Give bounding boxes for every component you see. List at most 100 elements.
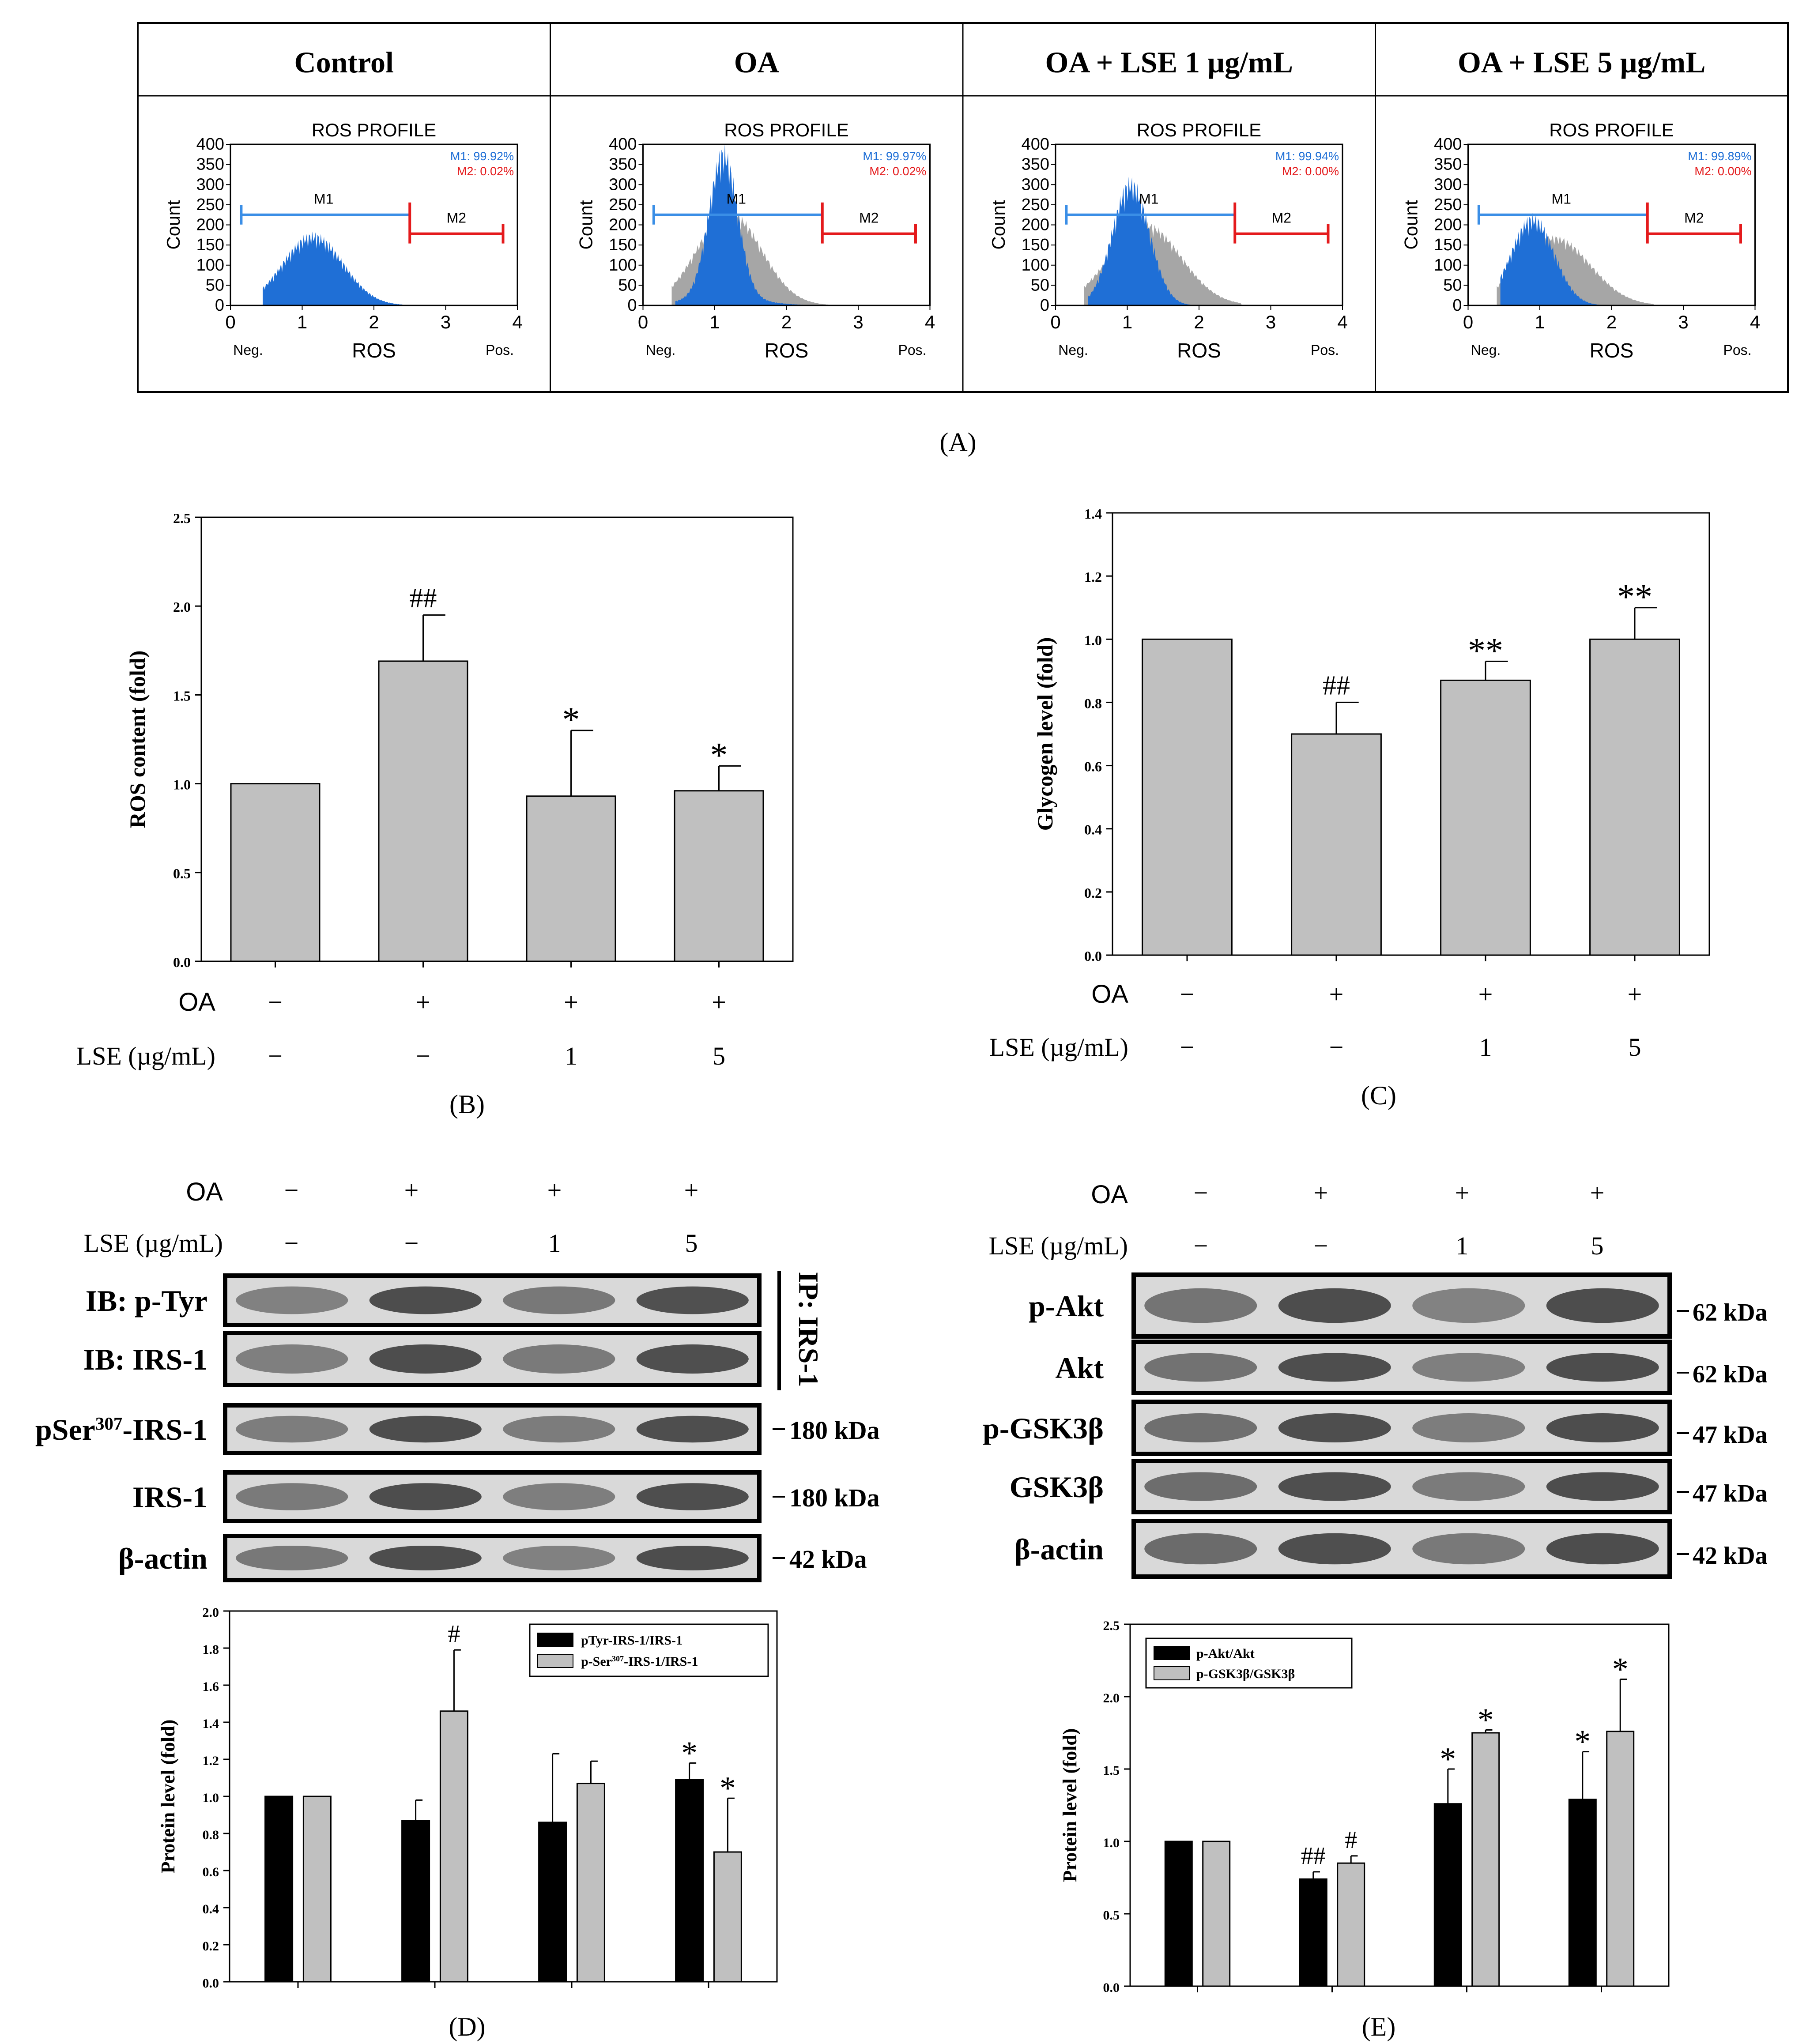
blot-d-row-2-band-0: [236, 1415, 348, 1443]
histogram-x-tick-label: 2: [1194, 312, 1204, 332]
bar-2: [526, 795, 616, 962]
blot-d-row-3-band-1: [369, 1483, 482, 1510]
significance-mark: #: [1345, 1826, 1357, 1854]
histogram-blue-area: [1500, 213, 1640, 305]
blot-e-row-3-band-0: [1144, 1472, 1257, 1501]
bar-3: [674, 790, 764, 962]
y-tick-label: 0.4: [1084, 822, 1102, 838]
legend-d-label-1: p-Ser307-IRS-1/IRS-1: [581, 1654, 698, 1669]
bar-s1-1: [1337, 1862, 1365, 1987]
oa-row-label: OA: [186, 1178, 223, 1206]
blot-e-row-3-band-1: [1278, 1472, 1391, 1501]
blot-d-row-3-band-0: [236, 1483, 348, 1510]
blot-e-row-0-band-2: [1412, 1288, 1525, 1323]
blot-e-row-4-band-2: [1412, 1533, 1525, 1565]
bar-s0-1: [1299, 1878, 1327, 1987]
histogram-neg-label: Neg.: [1058, 342, 1088, 358]
oa-sign-1: +: [404, 1176, 419, 1205]
histogram-y-tick-label: 300: [196, 175, 224, 194]
oa-sign-3: +: [684, 1176, 699, 1205]
lse-value-3: 5: [713, 1042, 725, 1070]
blot-e-label-3: GSK3β: [1010, 1470, 1104, 1504]
blot-e-kda-3: 47 kDa: [1693, 1480, 1768, 1507]
blot-e-row-2-band-1: [1278, 1413, 1391, 1443]
histogram-y-tick-label: 250: [1434, 196, 1462, 214]
histogram-m2-stat: M2: 0.00%: [1694, 165, 1751, 178]
histogram-x-tick-label: 0: [225, 312, 235, 332]
y-tick-label: 1.6: [203, 1679, 219, 1694]
y-tick-label: 2.0: [173, 599, 191, 615]
blot-e-row-2-band-2: [1412, 1413, 1525, 1443]
histogram-m2-stat: M2: 0.02%: [869, 165, 926, 178]
y-axis-label: ROS content (fold): [125, 651, 150, 828]
blot-e-row-4-band-1: [1278, 1533, 1391, 1565]
histogram-x-tick-label: 2: [1606, 312, 1617, 332]
significance-mark: *: [710, 736, 728, 775]
gate-m2-label: M2: [1272, 210, 1291, 226]
blot-d-row-1-band-0: [236, 1344, 348, 1374]
blot-d-label-2: pSer307-IRS-1: [35, 1413, 207, 1446]
histogram-y-tick-label: 100: [609, 256, 637, 275]
histogram-x-tick-label: 0: [1050, 312, 1060, 332]
blot-e-row-3-band-3: [1546, 1472, 1659, 1501]
histogram-y-tick-label: 350: [196, 155, 224, 174]
bar-2: [1440, 679, 1531, 956]
y-tick-label: 1.5: [1103, 1763, 1120, 1778]
histogram-x-tick-label: 3: [441, 312, 451, 332]
histogram-y-tick-label: 0: [1040, 296, 1049, 315]
oa-sign-2: +: [1478, 980, 1493, 1009]
histogram-y-tick-label: 0: [627, 296, 637, 315]
oa-sign-0: −: [284, 1176, 299, 1205]
histogram-title: ROS PROFILE: [724, 120, 848, 140]
bar-1: [378, 660, 468, 962]
blot-d-row-2-band-3: [636, 1415, 749, 1443]
lse-value-1: −: [416, 1042, 430, 1070]
chart-frame: [1112, 512, 1710, 956]
bar-s0-3: [675, 1779, 704, 1983]
oa-sign-1: +: [416, 988, 430, 1016]
legend-d-swatch-0: [537, 1633, 573, 1647]
bar-s0-2: [1433, 1803, 1462, 1987]
oa-sign-0: −: [1180, 980, 1195, 1009]
histogram-x-tick-label: 3: [1678, 312, 1688, 332]
blot-d-row-3-band-2: [503, 1483, 615, 1510]
bar-1: [1291, 733, 1382, 956]
histogram-x-tick-label: 4: [1337, 312, 1347, 332]
blot-d-row-4-band-2: [503, 1546, 615, 1570]
y-tick-label: 1.5: [173, 688, 191, 704]
blot-e-label-1: Akt: [1055, 1351, 1104, 1385]
histogram-y-tick-label: 200: [196, 216, 224, 234]
panel-label-b: (B): [449, 1090, 485, 1119]
blot-e-row-0-band-0: [1144, 1288, 1257, 1323]
histogram-y-tick-label: 150: [609, 236, 637, 254]
bar-s1-2: [1471, 1732, 1500, 1987]
lse-value-2: 1: [548, 1229, 561, 1257]
blot-e-row-0-band-3: [1546, 1288, 1659, 1323]
panel-label-d: (D): [449, 2012, 485, 2041]
flow-header-1: OA: [734, 45, 779, 79]
legend-e-swatch-1: [1154, 1666, 1190, 1680]
lse-row-label: LSE (µg/mL): [989, 1033, 1128, 1062]
lse-value-0: −: [1194, 1231, 1208, 1260]
histogram-m2-stat: M2: 0.02%: [457, 165, 514, 178]
chart-frame: [1129, 1623, 1670, 1987]
panel-c-glycogen-chart: 0.0 0.2 0.4 0.6 0.8 1.0 1.2 1.4 ## ** ** Glycogen l…: [989, 506, 1710, 1110]
bar-s0-1: [401, 1820, 430, 1983]
blot-d-row-1-band-3: [636, 1344, 749, 1374]
blot-e-kda-4: 42 kDa: [1693, 1542, 1768, 1570]
histogram-neg-label: Neg.: [1471, 342, 1501, 358]
gate-m1-label: M1: [1139, 191, 1158, 207]
blot-d-row-0-band-3: [636, 1286, 749, 1314]
significance-mark: *: [1440, 1741, 1456, 1777]
ip-label: IP: IRS-1: [793, 1272, 824, 1387]
oa-sign-3: +: [1628, 980, 1642, 1009]
histogram-x-tick-label: 4: [925, 312, 935, 332]
oa-sign-1: +: [1329, 980, 1344, 1009]
blot-d-row-1-band-2: [503, 1344, 615, 1374]
histogram-m1-stat: M1: 99.97%: [863, 150, 926, 163]
y-tick-label: 0.5: [173, 866, 191, 881]
histogram-y-tick-label: 350: [609, 155, 637, 174]
oa-row-label: OA: [1091, 980, 1128, 1009]
chart-frame: [200, 516, 794, 962]
